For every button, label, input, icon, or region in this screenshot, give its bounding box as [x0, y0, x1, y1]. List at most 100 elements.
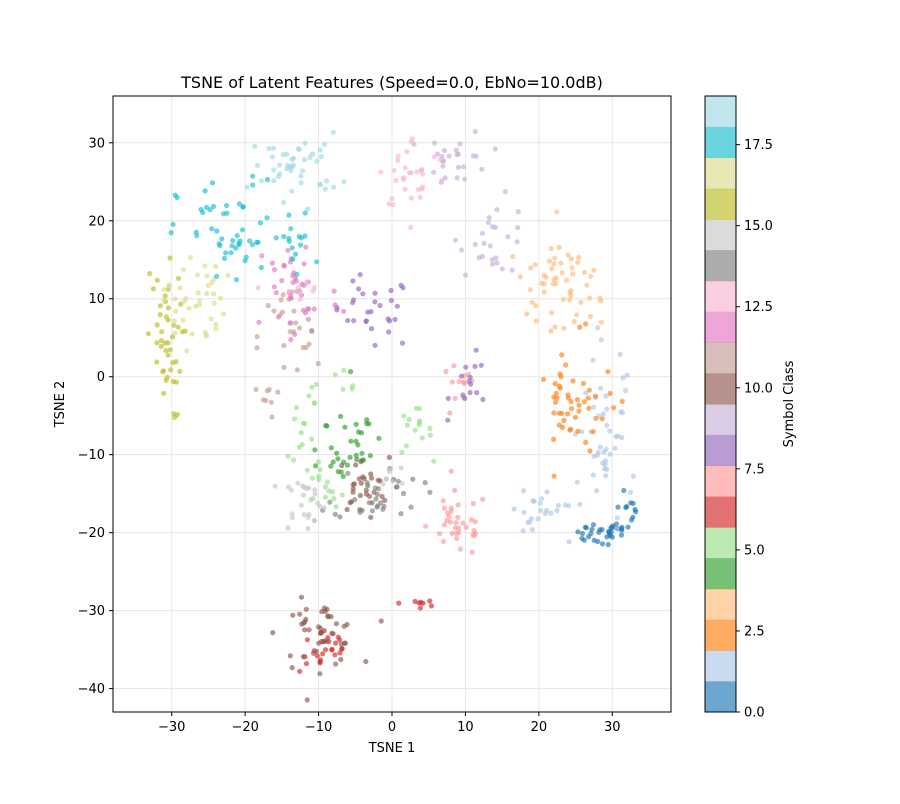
scatter-point: [317, 671, 323, 677]
y-tick-label: −20: [78, 526, 105, 541]
scatter-point: [161, 297, 167, 303]
scatter-point: [403, 443, 409, 449]
scatter-point: [576, 408, 582, 414]
scatter-point: [317, 660, 323, 666]
colorbar-segment: [705, 250, 736, 282]
scatter-point: [587, 295, 593, 301]
scatter-point: [457, 546, 463, 552]
x-tick-label: −30: [158, 720, 185, 735]
scatter-point: [221, 211, 227, 217]
scatter-point: [539, 280, 545, 286]
scatter-point: [581, 269, 588, 275]
scatter-point: [559, 410, 565, 416]
scatter-point: [233, 245, 239, 251]
scatter-point: [165, 305, 171, 311]
scatter-point: [396, 600, 402, 606]
scatter-point: [551, 410, 557, 416]
scatter-point: [305, 206, 311, 212]
scatter-point: [322, 141, 328, 147]
colorbar-tick-label: 17.5: [744, 138, 773, 153]
scatter-point: [546, 258, 553, 264]
scatter-point: [474, 390, 480, 396]
scatter-point: [449, 379, 455, 385]
scatter-point: [281, 234, 287, 240]
scatter-point: [356, 429, 362, 435]
scatter-point: [388, 287, 394, 294]
scatter-point: [541, 272, 547, 278]
colorbar-segment: [705, 311, 736, 343]
scatter-point: [335, 469, 341, 475]
scatter-point: [340, 473, 346, 479]
scatter-point: [357, 272, 363, 278]
scatter-point: [357, 492, 363, 499]
scatter-point: [337, 637, 343, 643]
scatter-point: [270, 630, 276, 636]
scatter-point: [225, 272, 231, 278]
scatter-point: [619, 410, 626, 416]
scatter-point: [566, 503, 572, 509]
scatter-point: [303, 661, 310, 667]
scatter-point: [462, 176, 468, 182]
scatter-point: [417, 418, 423, 424]
scatter-point: [169, 334, 176, 340]
scatter-point: [298, 594, 305, 600]
scatter-point: [366, 500, 372, 506]
scatter-point: [268, 399, 274, 405]
scatter-point: [610, 405, 617, 411]
x-tick-label: −10: [305, 720, 332, 735]
scatter-point: [552, 255, 558, 261]
scatter-point: [327, 499, 333, 505]
scatter-point: [302, 140, 308, 146]
scatter-point: [300, 492, 306, 498]
scatter-point: [217, 295, 224, 301]
scatter-point: [165, 352, 171, 358]
scatter-point: [379, 493, 385, 500]
scatter-point: [575, 529, 581, 535]
scatter-point: [600, 411, 606, 417]
scatter-point: [598, 319, 605, 325]
scatter-point: [325, 614, 331, 620]
scatter-point: [509, 267, 515, 273]
scatter-point: [175, 275, 182, 281]
scatter-point: [290, 612, 296, 618]
scatter-point: [414, 169, 420, 175]
colorbar-segment: [705, 434, 736, 466]
scatter-point: [524, 311, 530, 317]
scatter-point: [531, 498, 537, 504]
scatter-point: [479, 166, 485, 172]
scatter-point: [395, 153, 401, 159]
scatter-point: [264, 388, 270, 394]
scatter-point: [313, 381, 319, 387]
scatter-point: [604, 406, 610, 412]
scatter-point: [303, 280, 310, 286]
scatter-point: [286, 212, 292, 218]
scatter-point: [280, 292, 286, 298]
scatter-point: [230, 237, 236, 244]
scatter-point: [315, 500, 321, 506]
scatter-point: [264, 215, 270, 221]
scatter-point: [304, 467, 310, 473]
scatter-point: [417, 605, 423, 611]
scatter-point: [408, 224, 414, 230]
scatter-point: [394, 303, 400, 309]
scatter-point: [309, 384, 315, 390]
scatter-point: [318, 154, 324, 160]
scatter-point: [517, 274, 523, 280]
scatter-point: [553, 280, 559, 287]
scatter-point: [376, 435, 382, 441]
scatter-point: [428, 603, 435, 609]
scatter-point: [382, 497, 388, 503]
scatter-point: [603, 393, 609, 399]
scatter-point: [394, 484, 400, 490]
scatter-point: [455, 514, 461, 521]
scatter-point: [295, 285, 301, 291]
scatter-point: [470, 501, 476, 507]
scatter-point: [533, 318, 539, 324]
scatter-point: [572, 414, 579, 420]
scatter-point: [298, 430, 304, 436]
scatter-point: [299, 621, 305, 627]
scatter-point: [341, 308, 347, 314]
scatter-point: [439, 177, 445, 183]
scatter-point: [366, 421, 372, 427]
scatter-point: [285, 247, 291, 253]
